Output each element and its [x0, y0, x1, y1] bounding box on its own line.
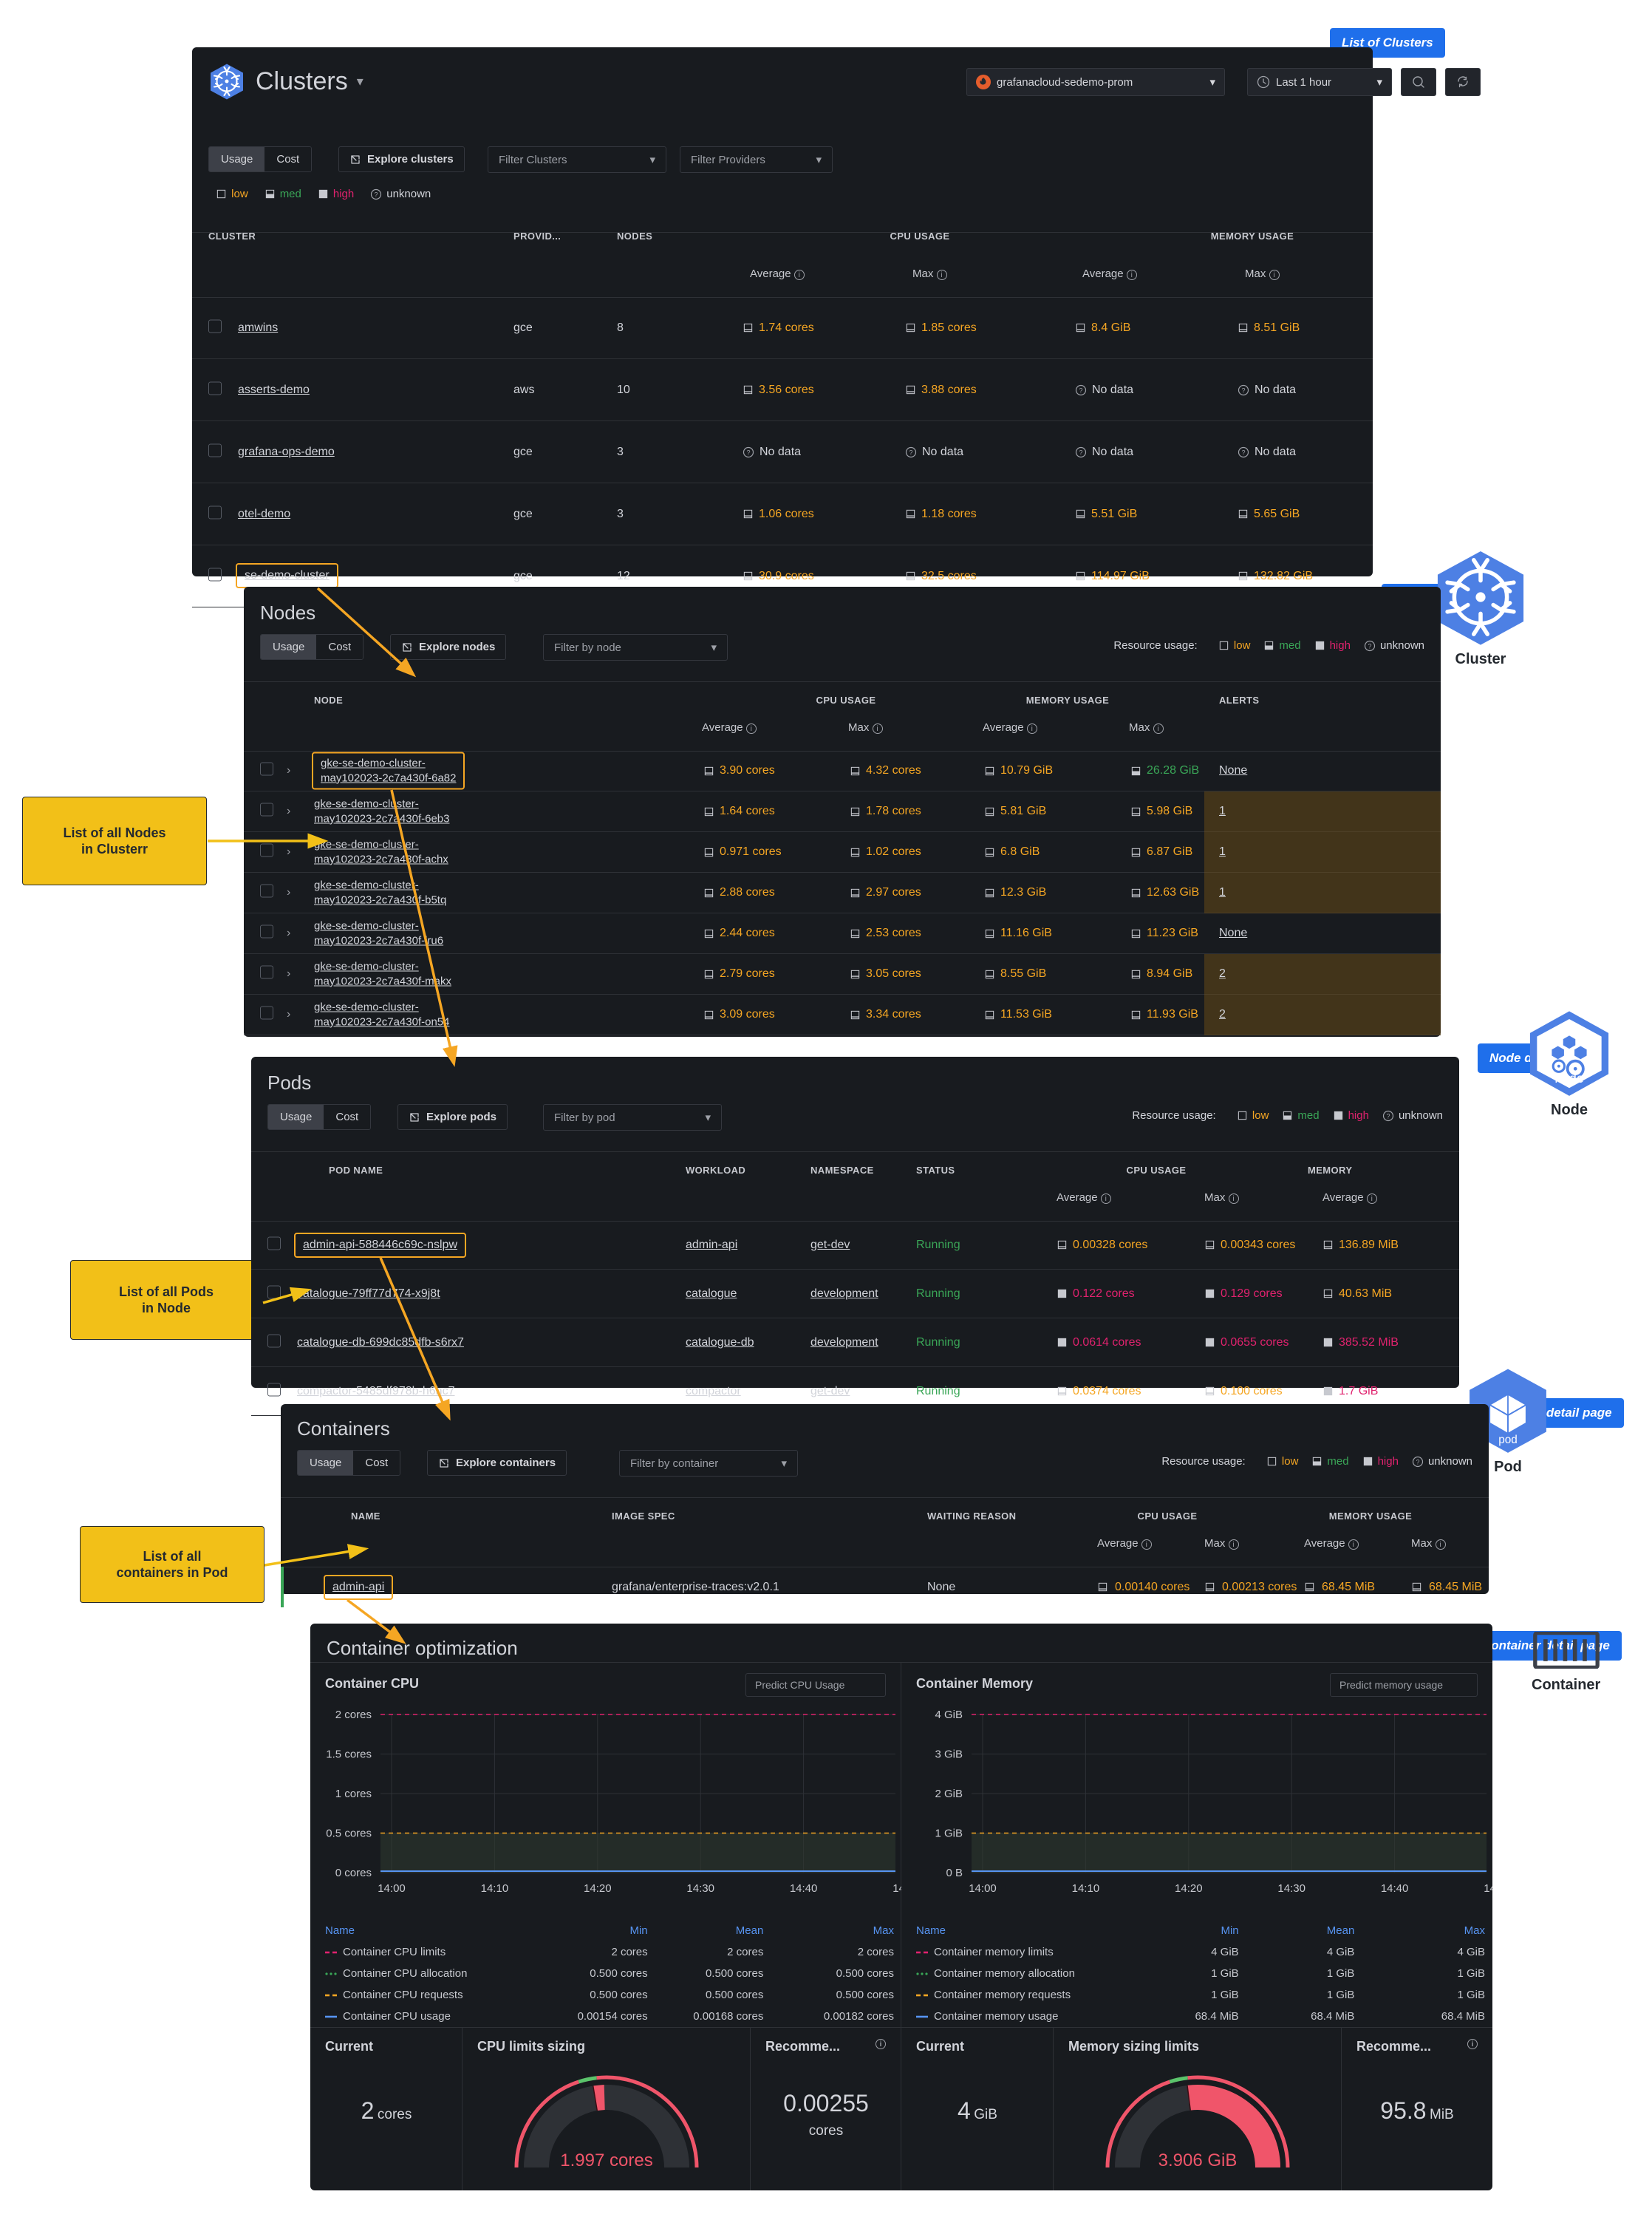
svg-text:?: ?	[746, 449, 750, 456]
svg-text:2 GiB: 2 GiB	[935, 1788, 963, 1800]
svg-text:14:40: 14:40	[790, 1882, 818, 1893]
svg-text:14:00: 14:00	[969, 1882, 997, 1893]
svg-text:14:50: 14:50	[1484, 1882, 1492, 1893]
svg-text:?: ?	[1241, 386, 1245, 394]
svg-text:14:10: 14:10	[1072, 1882, 1100, 1893]
svg-text:14:00: 14:00	[378, 1882, 406, 1893]
svg-text:14:30: 14:30	[1277, 1882, 1305, 1893]
svg-text:?: ?	[1416, 1458, 1419, 1465]
svg-text:?: ?	[1368, 642, 1371, 650]
svg-text:14:50: 14:50	[892, 1882, 901, 1893]
svg-text:?: ?	[1386, 1112, 1390, 1120]
svg-text:?: ?	[909, 449, 912, 456]
svg-text:14:40: 14:40	[1381, 1882, 1409, 1893]
svg-text:3.906 GiB: 3.906 GiB	[1158, 2150, 1238, 2170]
svg-text:2 cores: 2 cores	[335, 1709, 372, 1721]
svg-text:0 cores: 0 cores	[335, 1867, 372, 1879]
svg-text:?: ?	[1079, 449, 1082, 456]
svg-text:1.997 cores: 1.997 cores	[560, 2150, 652, 2170]
svg-text:?: ?	[1079, 386, 1082, 394]
svg-text:14:10: 14:10	[481, 1882, 509, 1893]
svg-text:14:20: 14:20	[584, 1882, 612, 1893]
svg-text:0 B: 0 B	[946, 1867, 963, 1879]
svg-text:node: node	[1554, 1071, 1584, 1086]
svg-text:1.5 cores: 1.5 cores	[326, 1748, 372, 1761]
svg-text:?: ?	[375, 191, 378, 198]
svg-text:pod: pod	[1498, 1434, 1518, 1446]
svg-text:4 GiB: 4 GiB	[935, 1709, 963, 1721]
svg-text:3 GiB: 3 GiB	[935, 1748, 963, 1761]
svg-text:1 GiB: 1 GiB	[935, 1828, 963, 1840]
svg-text:0.5 cores: 0.5 cores	[326, 1828, 372, 1840]
svg-text:14:30: 14:30	[686, 1882, 714, 1893]
svg-text:14:20: 14:20	[1175, 1882, 1203, 1893]
svg-text:1 cores: 1 cores	[335, 1788, 372, 1800]
svg-text:?: ?	[1241, 449, 1245, 456]
